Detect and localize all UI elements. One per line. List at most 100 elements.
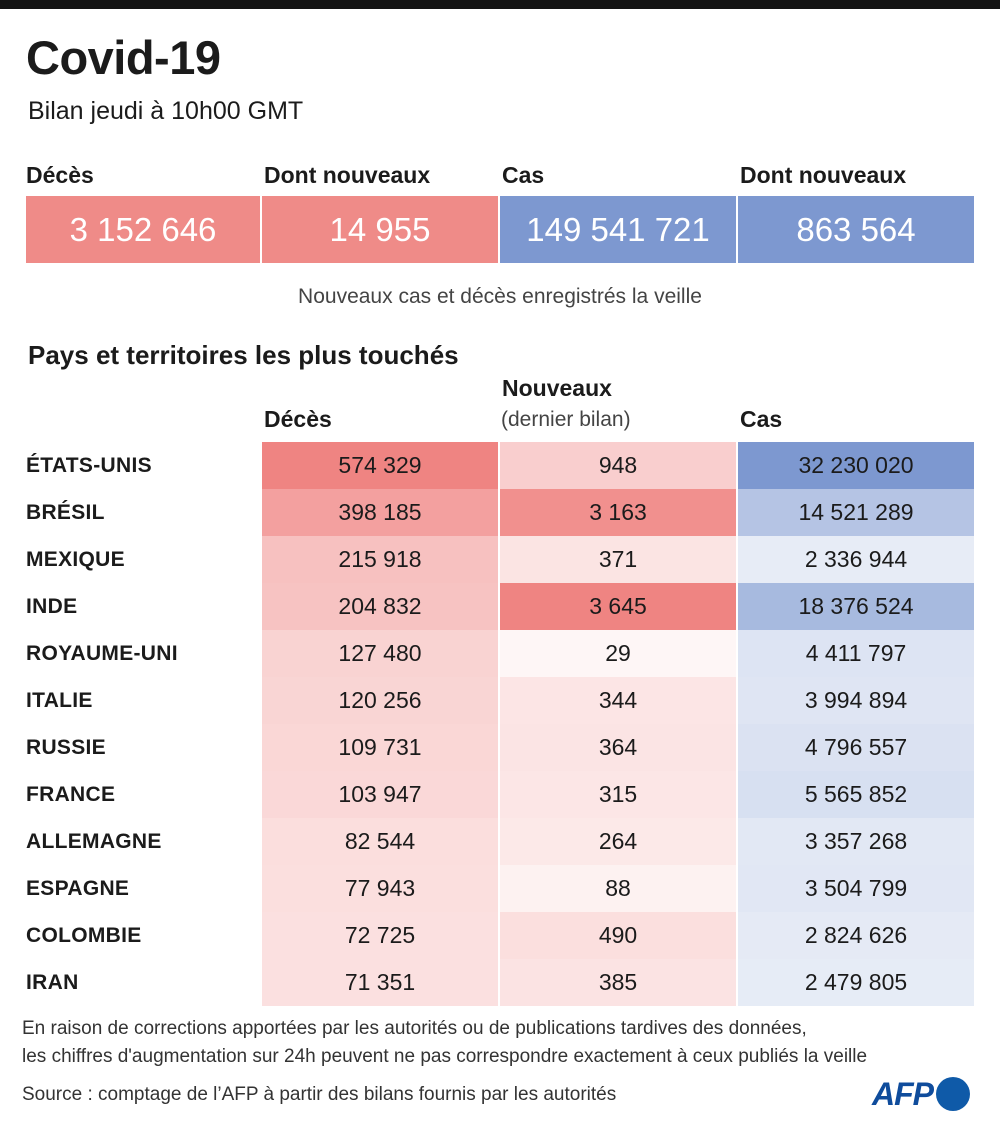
country-label: RUSSIE: [26, 735, 106, 759]
cell-value-deaths: 398 185: [338, 499, 422, 525]
cell-value-new: 344: [598, 687, 638, 713]
country-label: IRAN: [26, 970, 79, 994]
cell-deaths: 72 725: [262, 912, 498, 959]
cell-value-new: 3 645: [589, 593, 647, 619]
cell-value-cases: 4 411 797: [805, 640, 907, 666]
cell-value-cases: 3 504 799: [804, 875, 908, 901]
country-label: FRANCE: [26, 782, 116, 806]
cell-value-new: 3 163: [589, 499, 647, 525]
cell-new: 490: [500, 912, 736, 959]
cell-cases: 14 521 289: [738, 489, 974, 536]
summary-label-cases: Cas: [502, 162, 545, 188]
country-label: ROYAUME-UNI: [26, 641, 178, 665]
cell-value-cases: 3 357 268: [804, 828, 908, 854]
top-rule: [0, 0, 1000, 9]
cell-value-cases: 18 376 524: [798, 593, 914, 619]
summary-value-cases: 149 541 721: [526, 210, 710, 248]
cell-value-new: 948: [598, 452, 638, 478]
cell-new: 385: [500, 959, 736, 1006]
cell-value-cases: 4 796 557: [804, 734, 908, 760]
page-subtitle: Bilan jeudi à 10h00 GMT: [28, 97, 304, 125]
cell-new: 88: [500, 865, 736, 912]
cell-deaths: 127 480: [262, 630, 498, 677]
afp-logo-text: AFP: [872, 1075, 934, 1112]
cell-cases: 2 479 805: [738, 959, 974, 1006]
cell-value-cases: 5 565 852: [804, 781, 908, 807]
cell-new: 948: [500, 442, 736, 489]
country-label: INDE: [26, 594, 78, 618]
cell-value-cases: 32 230 020: [798, 452, 914, 478]
cell-deaths: 103 947: [262, 771, 498, 818]
summary-box-new-deaths: 14 955: [262, 196, 498, 263]
cell-deaths: 574 329: [262, 442, 498, 489]
summary-label-deaths: Décès: [26, 162, 94, 188]
cell-new: 364: [500, 724, 736, 771]
cell-value-deaths: 109 731: [338, 734, 422, 760]
cell-new: 315: [500, 771, 736, 818]
cell-deaths: 77 943: [262, 865, 498, 912]
summary-box-new-cases: 863 564: [738, 196, 974, 263]
cell-deaths: 82 544: [262, 818, 498, 865]
summary-note: Nouveaux cas et décès enregistrés la vei…: [298, 285, 702, 308]
cell-cases: 3 357 268: [738, 818, 974, 865]
cell-deaths: 204 832: [262, 583, 498, 630]
column-header-deaths: Décès: [264, 406, 332, 432]
cell-value-deaths: 72 725: [344, 922, 416, 948]
cell-cases: 3 994 894: [738, 677, 974, 724]
table-title: Pays et territoires les plus touchés: [28, 340, 459, 370]
cell-new: 3 645: [500, 583, 736, 630]
summary-value-new-cases: 863 564: [796, 210, 916, 248]
summary-label-new-deaths: Dont nouveaux: [264, 162, 431, 188]
cell-new: 3 163: [500, 489, 736, 536]
country-label: MEXIQUE: [26, 547, 125, 571]
cell-new: 344: [500, 677, 736, 724]
summary-box-deaths: 3 152 646: [26, 196, 260, 263]
cell-cases: 2 824 626: [738, 912, 974, 959]
cell-value-new: 264: [598, 828, 638, 854]
afp-logo: AFP: [872, 1074, 970, 1114]
cell-deaths: 109 731: [262, 724, 498, 771]
country-label: ESPAGNE: [26, 876, 130, 900]
cell-value-deaths: 77 943: [344, 875, 416, 901]
column-subheader-new: (dernier bilan): [501, 408, 631, 431]
cell-value-deaths: 103 947: [338, 781, 422, 807]
column-header-cases: Cas: [740, 406, 783, 432]
cell-deaths: 215 918: [262, 536, 498, 583]
cell-cases: 4 796 557: [738, 724, 974, 771]
footnote-line-2: les chiffres d'augmentation sur 24h peuv…: [22, 1046, 868, 1067]
cell-deaths: 120 256: [262, 677, 498, 724]
cell-new: 264: [500, 818, 736, 865]
source-note: Source : comptage de l’AFP à partir des …: [22, 1084, 617, 1105]
cell-cases: 5 565 852: [738, 771, 974, 818]
country-label: COLOMBIE: [26, 923, 142, 947]
cell-value-deaths: 71 351: [344, 969, 416, 995]
cell-value-new: 385: [598, 969, 638, 995]
cell-cases: 3 504 799: [738, 865, 974, 912]
cell-cases: 32 230 020: [738, 442, 974, 489]
cell-value-new: 490: [598, 922, 638, 948]
cell-cases: 2 336 944: [738, 536, 974, 583]
cell-value-deaths: 120 256: [338, 687, 422, 713]
cell-value-deaths: 82 544: [344, 828, 416, 854]
cell-value-deaths: 127 480: [338, 640, 422, 666]
cell-value-deaths: 574 329: [338, 452, 422, 478]
column-header-new: Nouveaux: [502, 375, 612, 401]
cell-value-cases: 2 336 944: [804, 546, 908, 572]
cell-value-deaths: 204 832: [338, 593, 422, 619]
page-title: Covid-19: [26, 31, 221, 84]
summary-box-cases: 149 541 721: [500, 196, 736, 263]
summary-value-deaths: 3 152 646: [69, 210, 217, 248]
cell-value-new: 371: [598, 546, 638, 572]
cell-value-cases: 2 479 805: [804, 969, 908, 995]
country-label: BRÉSIL: [26, 500, 105, 524]
footnote-line-1: En raison de corrections apportées par l…: [22, 1018, 807, 1039]
cell-value-cases: 2 824 626: [804, 922, 908, 948]
cell-value-new: 315: [598, 781, 638, 807]
cell-cases: 18 376 524: [738, 583, 974, 630]
country-label: ALLEMAGNE: [26, 829, 162, 853]
cell-value-new: 88: [605, 875, 631, 901]
cell-value-deaths: 215 918: [338, 546, 422, 572]
afp-logo-dot-icon: [936, 1077, 970, 1111]
cell-new: 29: [500, 630, 736, 677]
cell-value-new: 29: [605, 640, 631, 666]
